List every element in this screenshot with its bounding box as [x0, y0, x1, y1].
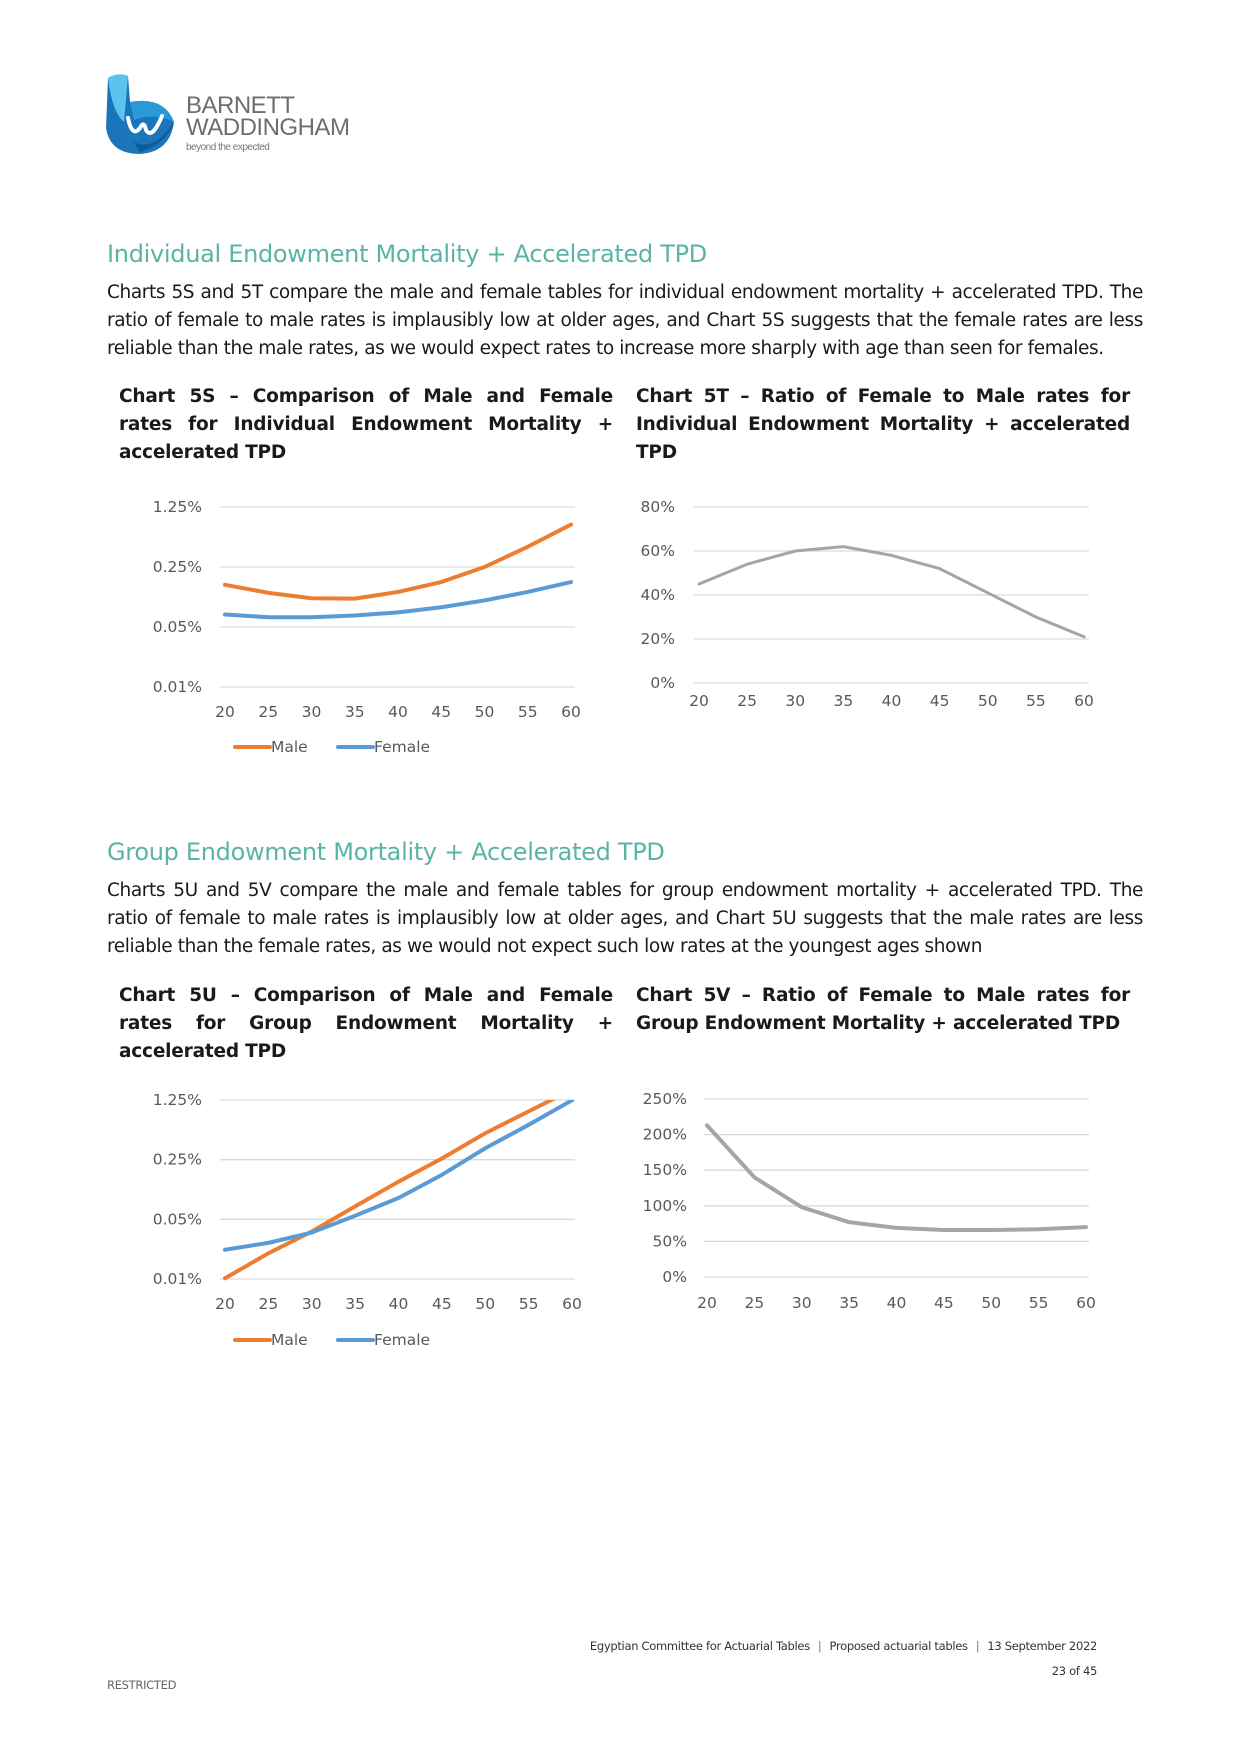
x-tick-label: 35: [834, 692, 854, 710]
y-tick-label: 0%: [662, 1268, 687, 1286]
chart-5v: 0% 50% 100% 150% 200% 250% 20 25 30 35 40 45 50 55 60: [643, 1090, 1096, 1312]
x-tick-label: 55: [1029, 1294, 1049, 1312]
series-line-female: [223, 1100, 574, 1252]
chart-5t: 0% 20% 40% 60% 80% 20 25 30 35 40 45 50 55 60: [641, 498, 1094, 710]
series-line-ratio: [705, 1123, 1088, 1233]
x-tick-label: 40: [388, 703, 408, 721]
y-tick-label: 0.01%: [153, 678, 202, 696]
series-line-female: [223, 580, 573, 620]
logo-mark-icon: [106, 74, 174, 154]
y-tick-label: 0.05%: [153, 1210, 202, 1228]
y-tick-label: 20%: [641, 630, 675, 648]
section-heading-group: Group Endowment Mortality + Accelerated …: [107, 838, 665, 866]
legend-label-female: Female: [374, 1331, 430, 1349]
y-tick-label: 150%: [643, 1161, 687, 1179]
x-tick-label: 35: [345, 703, 365, 721]
x-tick-label: 45: [934, 1294, 954, 1312]
x-tick-label: 20: [697, 1294, 717, 1312]
x-tick-label: 20: [215, 1295, 235, 1313]
section-heading-individual: Individual Endowment Mortality + Acceler…: [107, 240, 707, 268]
x-tick-label: 40: [389, 1295, 409, 1313]
classification-label: RESTRICTED: [107, 1678, 177, 1692]
logo-text-line2: WADDINGHAM: [186, 114, 350, 141]
x-tick-label: 60: [561, 703, 581, 721]
y-tick-label: 0%: [650, 674, 675, 692]
x-tick-label: 35: [839, 1294, 859, 1312]
footer-date: 13 September 2022: [987, 1639, 1097, 1653]
chart-5v-title: Chart 5V – Ratio of Female to Male rates…: [636, 985, 1130, 1034]
x-tick-label: 40: [882, 692, 902, 710]
x-tick-label: 45: [431, 703, 451, 721]
y-tick-label: 0.25%: [153, 558, 202, 576]
x-tick-label: 35: [345, 1295, 365, 1313]
y-tick-label: 0.25%: [153, 1151, 202, 1169]
footer-line: Egyptian Committee for Actuarial Tables |…: [589, 1639, 1097, 1653]
page-number: 23 of 45: [1051, 1664, 1098, 1678]
y-tick-label: 40%: [641, 586, 675, 604]
x-tick-label: 25: [745, 1294, 765, 1312]
section-paragraph-individual: Charts 5S and 5T compare the male and fe…: [107, 282, 1143, 359]
legend-label-male: Male: [271, 738, 308, 756]
series-line-male: [223, 522, 573, 601]
x-tick-label: 50: [981, 1294, 1001, 1312]
logo-text-line1: BARNETT: [186, 92, 295, 119]
x-tick-label: 55: [1026, 692, 1046, 710]
x-tick-label: 25: [737, 692, 757, 710]
legend-label-female: Female: [374, 738, 430, 756]
y-tick-label: 60%: [641, 542, 675, 560]
x-tick-label: 60: [1074, 692, 1094, 710]
x-tick-label: 30: [302, 703, 322, 721]
series-line-ratio: [697, 545, 1086, 639]
x-tick-label: 20: [215, 703, 235, 721]
x-tick-label: 50: [978, 692, 998, 710]
x-tick-label: 55: [519, 1295, 539, 1313]
x-tick-label: 20: [689, 692, 709, 710]
y-tick-label: 80%: [641, 498, 675, 516]
legend-label-male: Male: [271, 1331, 308, 1349]
x-tick-label: 25: [259, 1295, 279, 1313]
y-tick-label: 100%: [643, 1197, 687, 1215]
chart-5t-title: Chart 5T – Ratio of Female to Male rates…: [636, 386, 1130, 463]
chart-5u-title: Chart 5U – Comparison of Male and Female…: [119, 985, 613, 1062]
y-tick-label: 1.25%: [153, 1091, 202, 1109]
x-tick-label: 40: [887, 1294, 907, 1312]
y-tick-label: 200%: [643, 1126, 687, 1144]
footer-committee: Egyptian Committee for Actuarial Tables: [589, 1639, 810, 1653]
series-line-male: [223, 1100, 556, 1281]
logo-tagline: beyond the expected: [186, 142, 270, 153]
chart-5u: 0.01% 0.05% 0.25% 1.25% 20 25 30 35 40 45 50 55 60 Ma…: [153, 1091, 582, 1349]
barnett-waddingham-logo: BARNETT WADDINGHAM beyond the expected: [104, 72, 354, 162]
x-tick-label: 50: [475, 1295, 495, 1313]
x-tick-label: 30: [785, 692, 805, 710]
x-tick-label: 60: [562, 1295, 582, 1313]
chart-5s: 0.01% 0.05% 0.25% 1.25% 20 25 30 35 40 45 50 55 60 Ma…: [153, 498, 581, 756]
x-tick-label: 55: [518, 703, 538, 721]
x-tick-label: 50: [475, 703, 495, 721]
section-paragraph-group: Charts 5U and 5V compare the male and fe…: [107, 880, 1143, 957]
y-tick-label: 1.25%: [153, 498, 202, 516]
chart-5s-title: Chart 5S – Comparison of Male and Female…: [119, 386, 613, 463]
x-tick-label: 45: [432, 1295, 452, 1313]
y-tick-label: 0.01%: [153, 1270, 202, 1288]
y-tick-label: 50%: [653, 1232, 687, 1250]
x-tick-label: 45: [930, 692, 950, 710]
x-tick-label: 30: [792, 1294, 812, 1312]
x-tick-label: 60: [1076, 1294, 1096, 1312]
footer-document: Proposed actuarial tables: [829, 1639, 968, 1653]
x-tick-label: 25: [258, 703, 278, 721]
y-tick-label: 250%: [643, 1090, 687, 1108]
x-tick-label: 30: [302, 1295, 322, 1313]
y-tick-label: 0.05%: [153, 618, 202, 636]
